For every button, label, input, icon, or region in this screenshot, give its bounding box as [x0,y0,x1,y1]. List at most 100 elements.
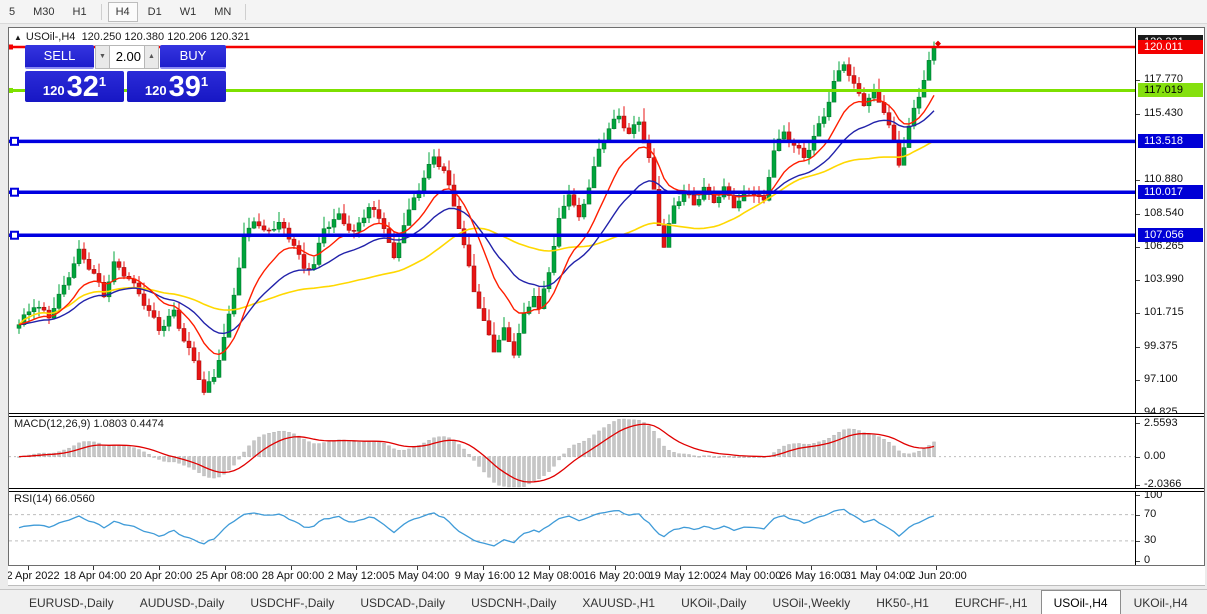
macd-axis-label: 2.5593 [1144,416,1178,429]
date-tick-mark [680,566,681,570]
timeframe-button-h4[interactable]: H4 [107,1,138,22]
chart-plot [9,40,1135,547]
date-label: 9 May 16:00 [454,570,516,582]
axis-tick-mark [1136,484,1140,486]
toolbar-separator [100,3,102,20]
price-tick-label: 99.375 [1144,340,1178,353]
date-label: 12 Apr 2022 [8,570,60,582]
price-tick-label: 103.990 [1144,273,1184,286]
axis-tick-mark [1136,423,1140,424]
axis-tick-mark [1136,79,1140,81]
date-tick-mark [291,566,292,570]
price-line-badge: 113.518 [1138,134,1203,149]
date-tick-mark [615,566,616,570]
date-tick-mark [936,566,937,570]
price-line-badge: 117.019 [1138,83,1203,98]
timeframe-button-mn[interactable]: MN [214,5,232,18]
rsi-axis-label: 0 [1144,554,1151,566]
hline-handle[interactable] [10,230,19,240]
tab-eurchf-h1[interactable]: EURCHF-,H1 [954,596,1028,610]
axis-tick-mark [1136,456,1140,458]
price-arrow-marker [935,40,941,47]
rsi-axis-label: 70 [1144,508,1157,521]
collapse-triangle-icon[interactable]: ▲ [14,33,22,42]
buy-button[interactable]: BUY [160,45,226,69]
panel-separator-macd[interactable] [9,413,1204,417]
axis-tick-mark [1136,346,1140,348]
date-label: 2 May 12:00 [327,570,389,582]
date-label: 12 May 08:00 [517,570,585,582]
date-tick-mark [876,566,877,570]
chart-window: 120.321117.770115.430110.880108.540106.2… [8,27,1205,566]
buy-price-button[interactable]: 120 39 1 [127,71,226,102]
tab-usdcad-daily[interactable]: USDCAD-,Daily [360,596,446,610]
tab-ukoil-daily[interactable]: UKOil-,Daily [681,596,747,610]
date-label: 5 May 04:00 [388,570,450,582]
timeframe-button-m30[interactable]: M30 [33,5,55,18]
panel-separator-rsi[interactable] [9,488,1204,492]
date-tick-mark [225,566,226,570]
chart-symbol-label: USOil-,H4 [25,31,76,43]
tab-audusd-daily[interactable]: AUDUSD-,Daily [139,596,225,610]
axis-tick-mark [1136,279,1140,281]
tab-hk50-h1[interactable]: HK50-,H1 [876,596,929,610]
hline-handle[interactable] [9,87,13,93]
date-label: 25 Apr 08:00 [195,570,259,582]
macd-indicator-label: MACD(12,26,9) 1.0803 0.4474 [14,418,164,430]
price-tick-label: 110.880 [1144,173,1183,186]
price-tick-label: 97.100 [1144,373,1178,386]
date-label: 19 May 12:00 [648,570,716,582]
date-label: 18 Apr 04:00 [63,570,127,582]
timeframe-button-5[interactable]: 5 [9,5,16,18]
tab-usoil-h4[interactable]: USOil-,H4 [1040,590,1121,614]
axis-tick-mark [1136,312,1140,314]
date-tick-mark [811,566,812,570]
axis-tick-mark [1136,179,1140,181]
macd-axis-label: -2.0366 [1144,478,1182,491]
price-line-badge: 110.017 [1138,185,1203,200]
rsi-axis-label: 30 [1144,534,1157,547]
chart-ohlc-values: 120.250 120.380 120.206 120.321 [81,31,250,43]
tab-usdcnh-daily[interactable]: USDCNH-,Daily [471,596,557,610]
hline-handle[interactable] [9,44,13,50]
sell-price-big: 32 [66,71,99,103]
macd-axis-label: 0.00 [1144,450,1166,463]
chart-title: ▲ USOil-,H4 120.250 120.380 120.206 120.3… [14,31,250,43]
hline-handle[interactable] [10,187,19,197]
date-label: 2 Jun 20:00 [909,570,967,582]
tab-xauusd-h1[interactable]: XAUUSD-,H1 [582,596,656,610]
timeframe-button-d1[interactable]: D1 [147,5,162,18]
tab-eurusd-daily[interactable]: EURUSD-,Daily [29,596,114,610]
sell-price-prefix: 120 [42,83,65,98]
timeframe-button-w1[interactable]: W1 [179,5,197,18]
axis-tick-mark [1136,379,1140,381]
price-axis: 120.321117.770115.430110.880108.540106.2… [1135,28,1204,566]
tab-usdchf-daily[interactable]: USDCHF-,Daily [250,596,335,610]
tab-ukoil-h4[interactable]: UKOil-,H4 [1133,596,1188,610]
timeframe-toolbar: 5 M30 H1 H4 D1 W1 MN [0,0,1207,24]
date-label: 24 May 00:00 [714,570,782,582]
date-tick-mark [356,566,357,570]
price-tick-label: 101.715 [1144,306,1184,319]
price-tick-label: 108.540 [1144,207,1184,220]
price-tick-label: 115.430 [1144,107,1183,120]
volume-decrease-icon[interactable]: ▼ [95,45,110,69]
date-tick-mark [93,566,94,570]
axis-tick-mark [1136,560,1140,562]
date-tick-mark [417,566,418,570]
volume-increase-icon[interactable]: ▲ [144,45,159,69]
buy-price-big: 39 [168,71,201,103]
sell-button[interactable]: SELL [25,45,94,69]
sell-price-button[interactable]: 120 32 1 [25,71,124,102]
date-label: 28 Apr 00:00 [261,570,325,582]
volume-input[interactable]: 2.00 [110,45,144,69]
date-tick-mark [159,566,160,570]
one-click-trade-panel: SELL ▼ 2.00 ▲ BUY 120 32 1 120 39 1 [25,45,226,102]
timeframe-button-h1[interactable]: H1 [72,5,87,18]
date-tick-mark [483,566,484,570]
toolbar-separator [245,3,247,20]
rsi-indicator-label: RSI(14) 66.0560 [14,493,95,505]
tab-usoil-weekly[interactable]: USOil-,Weekly [772,596,851,610]
hline-handle[interactable] [10,136,19,146]
